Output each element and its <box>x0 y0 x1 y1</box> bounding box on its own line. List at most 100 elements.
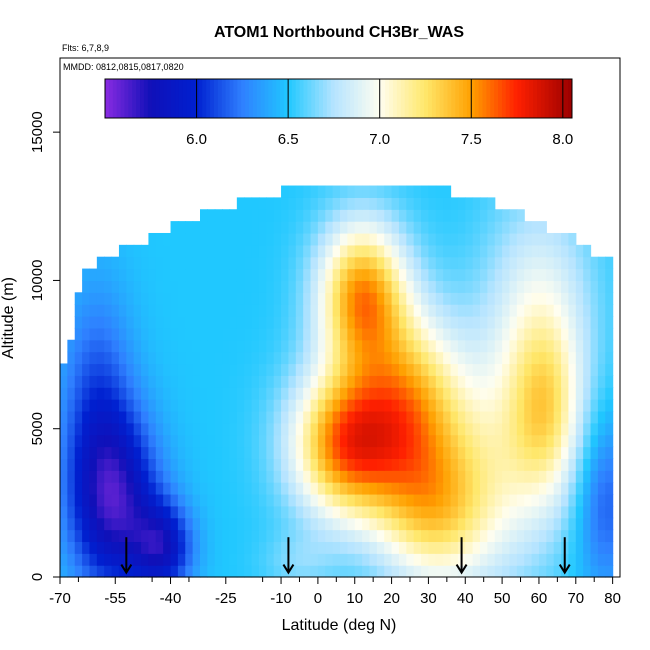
plot-region <box>60 185 614 578</box>
heatmap-cell <box>82 565 91 578</box>
heatmap-cell <box>325 268 334 282</box>
heatmap-cell <box>96 268 105 282</box>
heatmap-cell <box>472 446 481 459</box>
heatmap-cell <box>465 422 474 436</box>
heatmap-cell <box>457 256 466 270</box>
colorbar-segment <box>517 79 522 118</box>
heatmap-cell <box>251 197 260 210</box>
heatmap-cell <box>258 541 267 554</box>
heatmap-cell <box>391 339 400 353</box>
heatmap-cell <box>214 470 223 483</box>
heatmap-cell <box>222 316 231 329</box>
heatmap-cell <box>340 221 348 234</box>
heatmap-cell <box>317 244 326 258</box>
heatmap-cell <box>177 470 186 483</box>
heatmap-cell <box>170 446 179 459</box>
heatmap-cell <box>340 327 348 341</box>
heatmap-cell <box>244 197 253 210</box>
heatmap-cell <box>163 316 172 329</box>
heatmap-cell <box>561 363 570 376</box>
heatmap-cell <box>258 375 267 388</box>
heatmap-cell <box>177 304 186 317</box>
heatmap-cell <box>60 363 68 376</box>
heatmap-cell <box>568 446 577 459</box>
heatmap-cell <box>605 470 614 483</box>
heatmap-cell <box>170 482 179 495</box>
heatmap-cell <box>443 375 452 388</box>
heatmap-cell <box>325 446 334 459</box>
heatmap-cell <box>244 327 253 341</box>
heatmap-cell <box>553 399 562 412</box>
heatmap-cell <box>597 280 606 293</box>
heatmap-cell <box>384 375 393 388</box>
heatmap-cell <box>538 280 547 293</box>
heatmap-cell <box>118 327 127 341</box>
heatmap-cell <box>546 339 555 353</box>
heatmap-cell <box>141 292 150 305</box>
heatmap-cell <box>457 197 466 210</box>
heatmap-cell <box>597 505 606 519</box>
heatmap-cell <box>406 185 415 198</box>
heatmap-cell <box>516 446 525 459</box>
heatmap-cell <box>295 304 304 317</box>
heatmap-cell <box>509 434 518 448</box>
heatmap-cell <box>185 541 194 554</box>
heatmap-cell <box>406 434 415 448</box>
heatmap-cell <box>192 553 201 566</box>
heatmap-cell <box>317 363 326 376</box>
heatmap-cell <box>229 244 238 258</box>
heatmap-cell <box>369 351 378 365</box>
heatmap-cell <box>376 197 385 210</box>
heatmap-cell <box>524 446 533 459</box>
colorbar-tick-label: 7.5 <box>461 131 482 148</box>
heatmap-cell <box>118 399 127 412</box>
heatmap-cell <box>538 316 547 329</box>
heatmap-cell <box>89 268 98 282</box>
heatmap-cell <box>317 185 326 198</box>
heatmap-cell <box>258 292 267 305</box>
heatmap-cell <box>170 493 179 507</box>
colorbar-segment <box>322 79 328 118</box>
heatmap-cell <box>605 565 614 578</box>
heatmap-cell <box>325 244 334 258</box>
heatmap-cell <box>325 316 334 329</box>
heatmap-cell <box>222 387 231 400</box>
heatmap-cell <box>575 434 584 448</box>
heatmap-cell <box>347 387 356 400</box>
heatmap-cell <box>546 268 555 282</box>
heatmap-cell <box>354 197 363 210</box>
heatmap-cell <box>553 292 562 305</box>
heatmap-cell <box>281 399 290 412</box>
heatmap-cell <box>347 268 356 282</box>
heatmap-cell <box>207 458 216 471</box>
heatmap-cell <box>553 493 562 507</box>
heatmap-cell <box>96 446 105 459</box>
colorbar-segment <box>361 79 367 118</box>
heatmap-cell <box>133 458 142 471</box>
heatmap-cell <box>480 363 488 376</box>
heatmap-cell <box>177 434 186 448</box>
heatmap-cell <box>583 244 592 258</box>
heatmap-cell <box>561 339 570 353</box>
heatmap-cell <box>222 256 231 270</box>
heatmap-cell <box>391 434 400 448</box>
heatmap-cell <box>148 304 157 317</box>
heatmap-cell <box>421 185 430 198</box>
heatmap-cell <box>111 256 120 270</box>
heatmap-cell <box>192 327 201 341</box>
heatmap-cell <box>480 458 488 471</box>
heatmap-cell <box>502 529 511 543</box>
heatmap-cell <box>354 221 363 234</box>
heatmap-cell <box>192 221 201 234</box>
heatmap-cell <box>391 422 400 436</box>
colorbar-segment <box>213 79 219 118</box>
heatmap-cell <box>236 493 245 507</box>
heatmap-cell <box>553 232 562 246</box>
heatmap-cell <box>214 541 223 554</box>
heatmap-cell <box>561 232 570 246</box>
heatmap-cell <box>266 434 275 448</box>
heatmap-cell <box>391 268 400 282</box>
colorbar-segment <box>466 79 472 118</box>
heatmap-cell <box>229 327 238 341</box>
heatmap-cell <box>273 339 282 353</box>
